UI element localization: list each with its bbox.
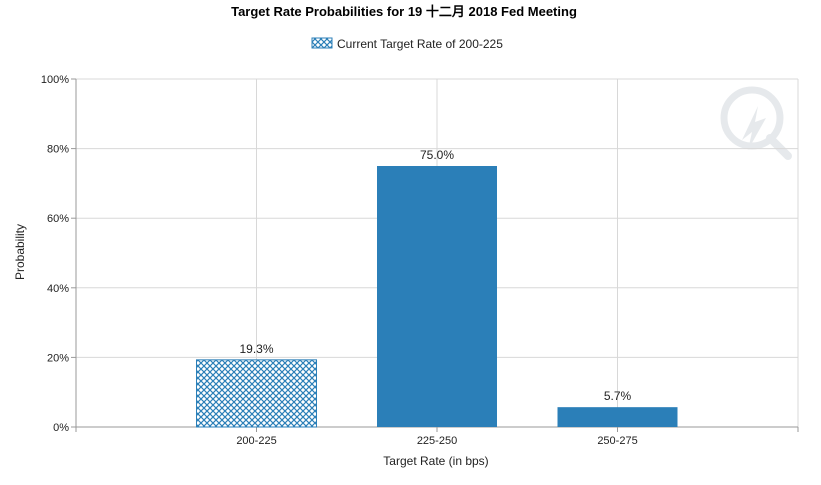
- x-tick-label-225-250: 225-250: [417, 435, 457, 447]
- chart-title: Target Rate Probabilities for 19 十二月 201…: [231, 4, 577, 19]
- data-label-250-275: 5.7%: [604, 389, 632, 403]
- y-tick-label: 0%: [53, 422, 69, 434]
- legend: Current Target Rate of 200-225: [311, 37, 503, 51]
- legend-swatch: [311, 37, 333, 49]
- bar-200-225: [196, 359, 317, 428]
- y-tick-label: 20%: [47, 352, 69, 364]
- y-tick-label: 80%: [47, 144, 69, 156]
- x-tick-label-200-225: 200-225: [236, 435, 276, 447]
- x-tick-label-250-275: 250-275: [597, 435, 637, 447]
- watermark-logo-icon: [720, 86, 792, 160]
- y-axis-title: Probability: [13, 224, 27, 280]
- legend-label: Current Target Rate of 200-225: [337, 37, 503, 51]
- data-label-225-250: 75.0%: [420, 148, 454, 162]
- bar-250-275: [557, 407, 678, 427]
- x-axis-title: Target Rate (in bps): [383, 454, 488, 468]
- bar-225-250: [377, 166, 497, 427]
- plot-area: 0% 20% 40% 60% 80% 100% 19.3% 200-225 75.0% 225-2…: [41, 74, 799, 447]
- data-label-200-225: 19.3%: [239, 342, 273, 356]
- y-tick-label: 100%: [41, 74, 69, 86]
- y-tick-label: 40%: [47, 283, 69, 295]
- y-tick-label: 60%: [47, 213, 69, 225]
